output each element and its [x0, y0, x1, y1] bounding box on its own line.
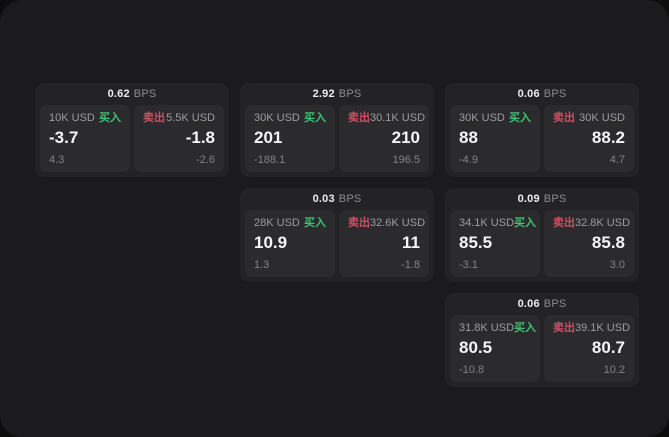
sell-panel[interactable]: 卖出 32.8K USD 85.8 3.0	[544, 210, 634, 277]
bps-value: 0.09	[517, 193, 540, 205]
sell-amount: 5.5K USD	[166, 112, 215, 124]
card-header: 0.06 BPS	[450, 293, 634, 315]
quote-board: 0.62 BPS 10K USD 买入 -3.7 4.3 卖出 5.5K USD	[35, 83, 639, 387]
buy-panel[interactable]: 10K USD 买入 -3.7 4.3	[40, 105, 130, 172]
buy-amount: 34.1K USD	[459, 217, 515, 229]
sell-amount: 32.8K USD	[575, 217, 631, 229]
sell-amount: 30K USD	[579, 112, 625, 124]
quote-card: 0.62 BPS 10K USD 买入 -3.7 4.3 卖出 5.5K USD	[35, 83, 229, 177]
bps-value: 0.06	[517, 88, 540, 100]
sell-amount: 30.1K USD	[370, 112, 426, 124]
buy-amount: 10K USD	[49, 112, 95, 124]
sell-amount: 32.6K USD	[370, 217, 426, 229]
bps-unit-label: BPS	[543, 193, 567, 205]
quote-card: 0.06 BPS 31.8K USD 买入 80.5 -10.8 卖出 39.1…	[445, 293, 639, 387]
buy-price: 85.5	[459, 233, 493, 252]
card-header: 0.09 BPS	[450, 188, 634, 210]
sell-panel[interactable]: 卖出 32.6K USD 11 -1.8	[339, 210, 429, 277]
panels: 30K USD 买入 88 -4.9 卖出 30K USD 88.2 4.7	[450, 105, 634, 172]
sell-price: 210	[391, 128, 420, 147]
bps-value: 0.62	[107, 88, 130, 100]
card-header: 0.03 BPS	[245, 188, 429, 210]
panels: 30K USD 买入 201 -188.1 卖出 30.1K USD 210 1…	[245, 105, 429, 172]
buy-amount: 30K USD	[254, 112, 300, 124]
bps-unit-label: BPS	[543, 88, 567, 100]
bps-unit-label: BPS	[338, 88, 362, 100]
buy-price: 201	[254, 128, 283, 147]
buy-price: 80.5	[459, 338, 493, 357]
panels: 10K USD 买入 -3.7 4.3 卖出 5.5K USD -1.8 -2.…	[40, 105, 224, 172]
buy-sub-value: -10.8	[459, 364, 485, 376]
card-header: 2.92 BPS	[245, 83, 429, 105]
buy-sub-value: -4.9	[459, 154, 478, 166]
bps-unit-label: BPS	[543, 298, 567, 310]
sell-label: 卖出	[553, 217, 575, 229]
quote-card: 2.92 BPS 30K USD 买入 201 -188.1 卖出 30.1K …	[240, 83, 434, 177]
sell-price: 80.7	[591, 338, 625, 357]
sell-price: 88.2	[591, 128, 625, 147]
sell-price: 85.8	[591, 233, 625, 252]
sell-label: 卖出	[348, 112, 370, 124]
sell-label: 卖出	[143, 112, 165, 124]
bps-value: 0.06	[517, 298, 540, 310]
sell-sub-value: -1.8	[401, 259, 420, 271]
sell-amount: 39.1K USD	[575, 322, 631, 334]
sell-label: 卖出	[553, 322, 575, 334]
buy-panel[interactable]: 34.1K USD 买入 85.5 -3.1	[450, 210, 540, 277]
sell-sub-value: 3.0	[609, 259, 625, 271]
bps-value: 0.03	[312, 193, 335, 205]
panels: 28K USD 买入 10.9 1.3 卖出 32.6K USD 11 -1.8	[245, 210, 429, 277]
buy-label: 买入	[514, 322, 537, 334]
sell-panel[interactable]: 卖出 5.5K USD -1.8 -2.6	[134, 105, 224, 172]
buy-panel[interactable]: 31.8K USD 买入 80.5 -10.8	[450, 315, 540, 382]
buy-amount: 28K USD	[254, 217, 300, 229]
sell-panel[interactable]: 卖出 39.1K USD 80.7 10.2	[544, 315, 634, 382]
sell-sub-value: 196.5	[392, 154, 420, 166]
buy-panel[interactable]: 30K USD 买入 88 -4.9	[450, 105, 540, 172]
sell-label: 卖出	[348, 217, 370, 229]
sell-panel[interactable]: 卖出 30.1K USD 210 196.5	[339, 105, 429, 172]
bps-unit-label: BPS	[338, 193, 362, 205]
buy-label: 买入	[514, 217, 537, 229]
sell-price: -1.8	[185, 128, 215, 147]
quote-card: 0.09 BPS 34.1K USD 买入 85.5 -3.1 卖出 32.8K…	[445, 188, 639, 282]
card-header: 0.62 BPS	[40, 83, 224, 105]
buy-label: 买入	[99, 112, 121, 124]
sell-sub-value: 4.7	[609, 154, 625, 166]
buy-amount: 31.8K USD	[459, 322, 515, 334]
bps-unit-label: BPS	[133, 88, 157, 100]
panels: 34.1K USD 买入 85.5 -3.1 卖出 32.8K USD 85.8…	[450, 210, 634, 277]
sell-panel[interactable]: 卖出 30K USD 88.2 4.7	[544, 105, 634, 172]
sell-sub-value: 10.2	[603, 364, 625, 376]
card-header: 0.06 BPS	[450, 83, 634, 105]
sell-price: 11	[402, 233, 420, 252]
buy-sub-value: -188.1	[254, 154, 286, 166]
buy-sub-value: 1.3	[254, 259, 270, 271]
quote-card: 0.06 BPS 30K USD 买入 88 -4.9 卖出 30K USD	[445, 83, 639, 177]
buy-price: 88	[459, 128, 478, 147]
buy-label: 买入	[304, 217, 326, 229]
bps-value: 2.92	[312, 88, 335, 100]
buy-price: -3.7	[49, 128, 79, 147]
buy-panel[interactable]: 28K USD 买入 10.9 1.3	[245, 210, 335, 277]
buy-label: 买入	[304, 112, 326, 124]
quote-card: 0.03 BPS 28K USD 买入 10.9 1.3 卖出 32.6K US…	[240, 188, 434, 282]
buy-sub-value: 4.3	[49, 154, 65, 166]
buy-panel[interactable]: 30K USD 买入 201 -188.1	[245, 105, 335, 172]
buy-sub-value: -3.1	[459, 259, 478, 271]
sell-label: 卖出	[553, 112, 575, 124]
buy-amount: 30K USD	[459, 112, 505, 124]
buy-price: 10.9	[254, 233, 288, 252]
sell-sub-value: -2.6	[196, 154, 215, 166]
buy-label: 买入	[509, 112, 531, 124]
panels: 31.8K USD 买入 80.5 -10.8 卖出 39.1K USD 80.…	[450, 315, 634, 382]
